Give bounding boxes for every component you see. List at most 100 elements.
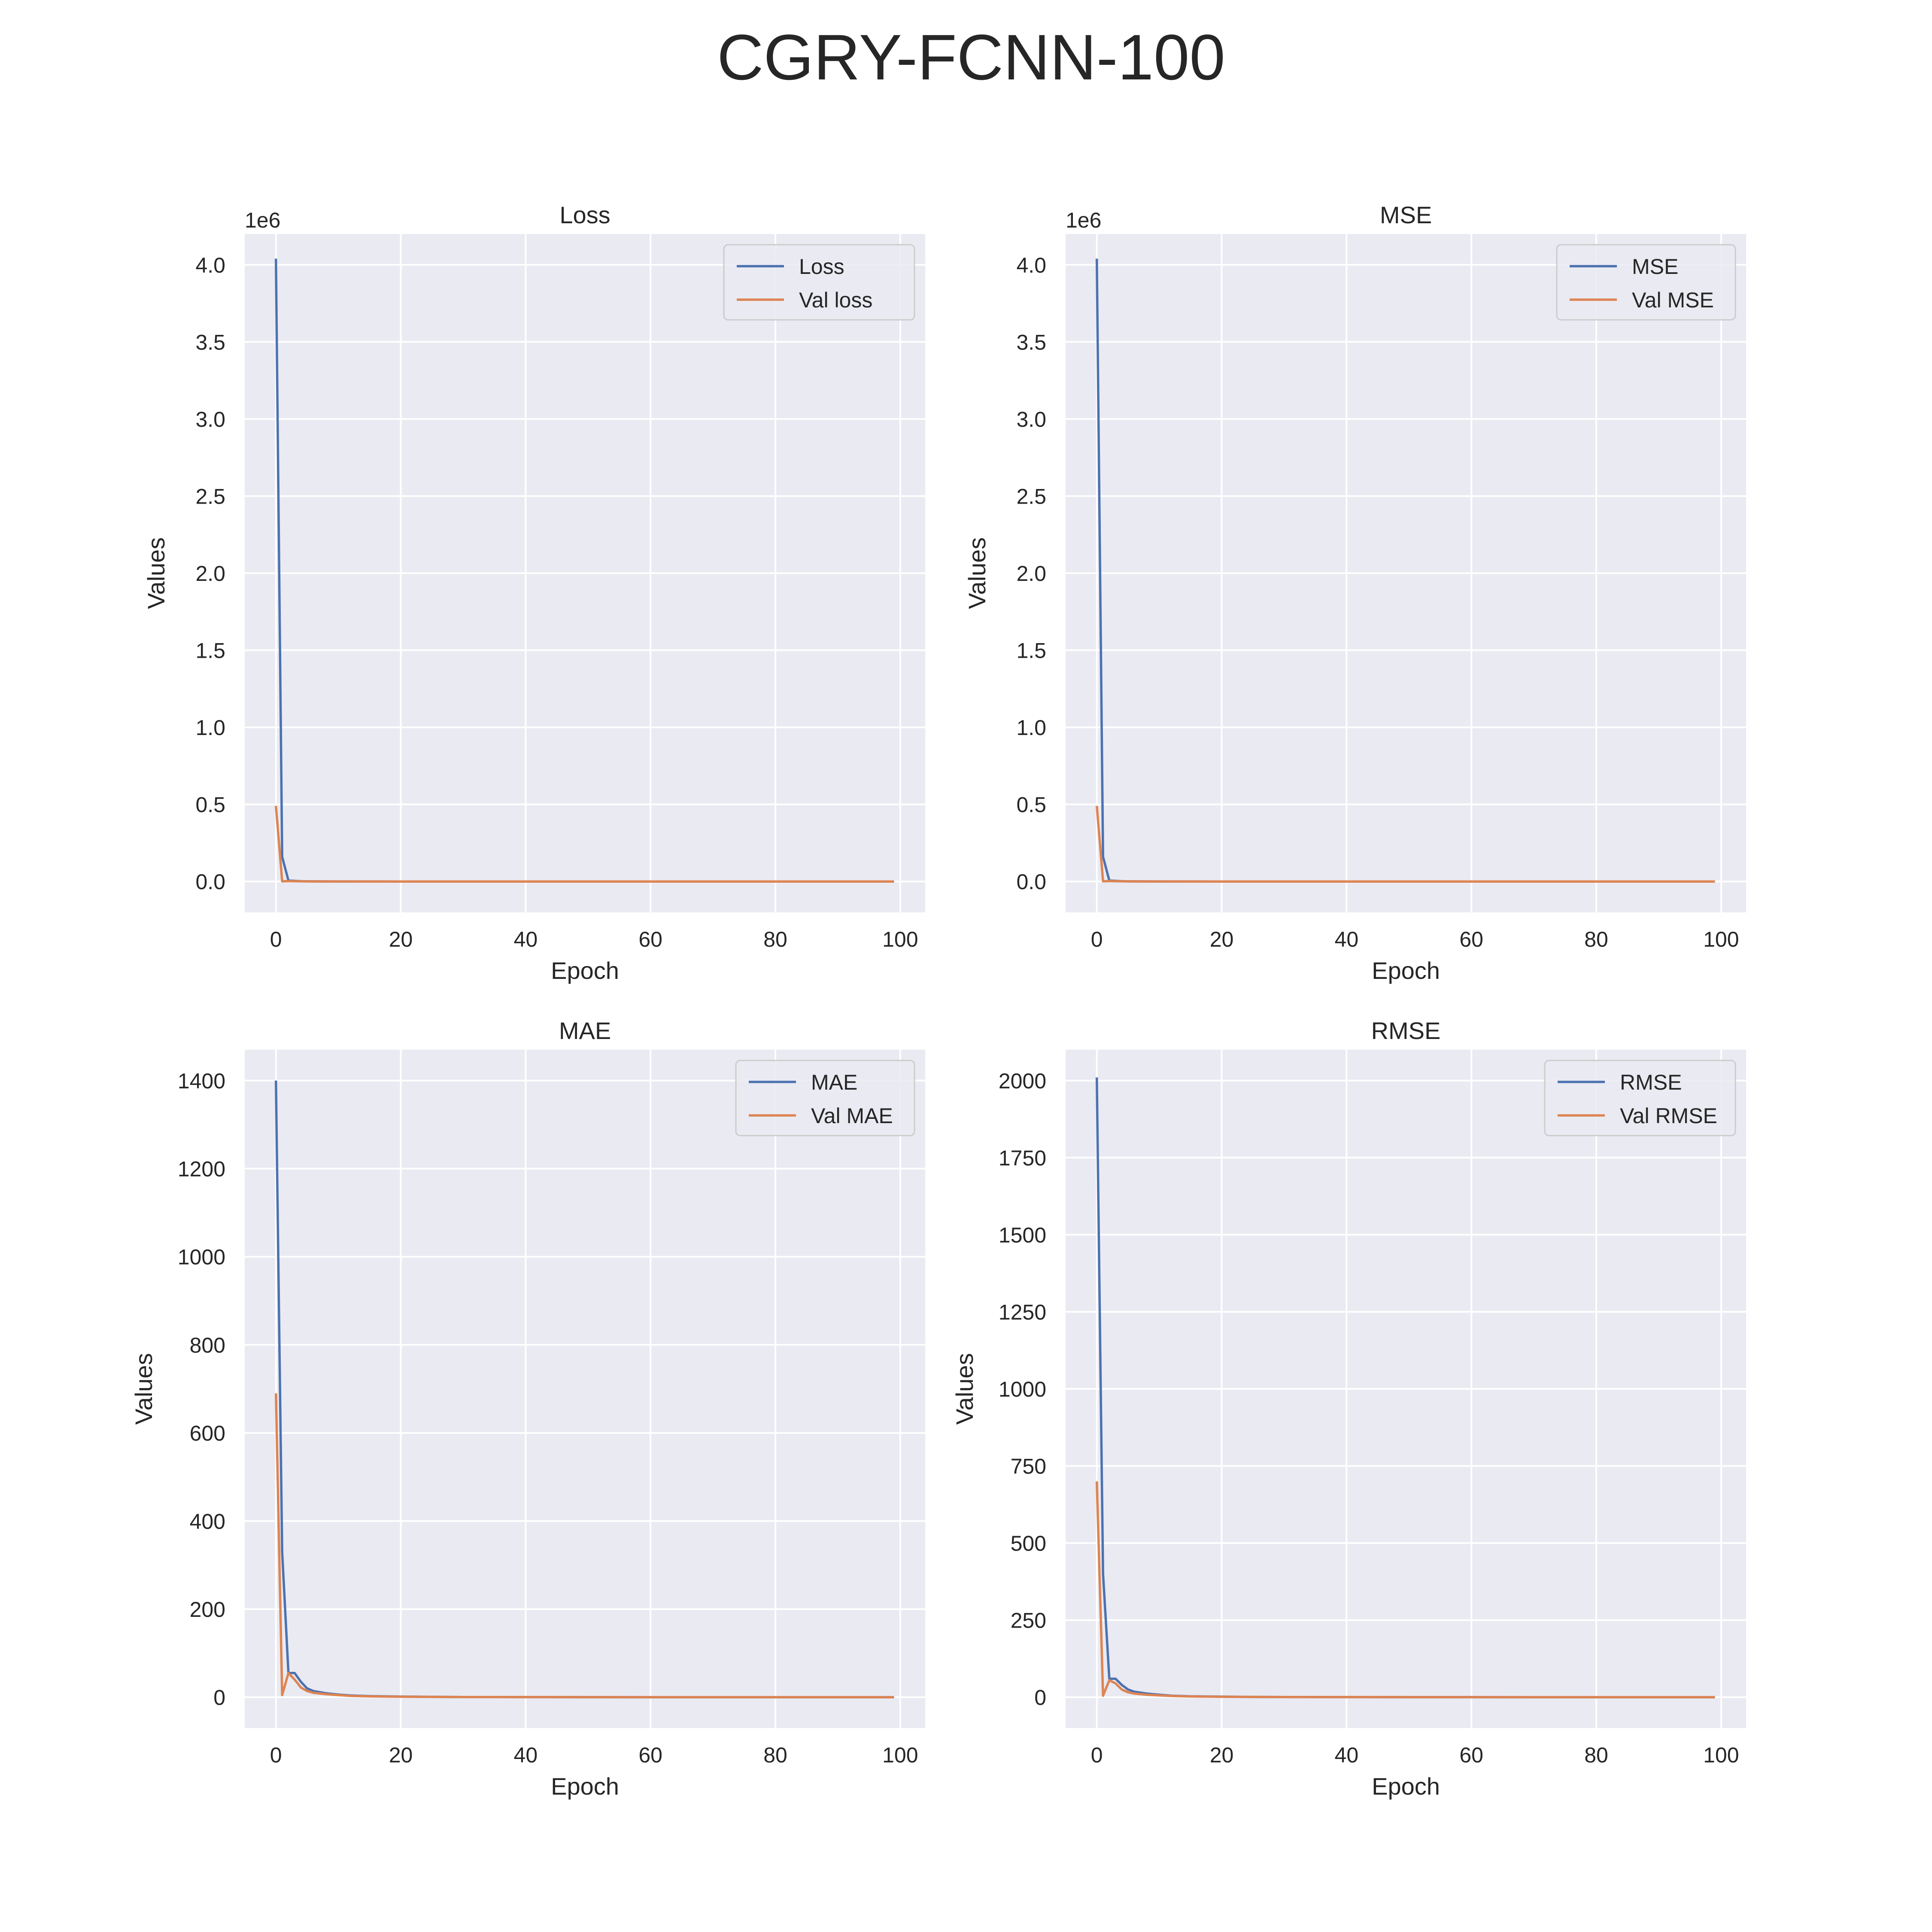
legend-label: MSE [1632,255,1678,279]
y-tick-label: 4.0 [1016,253,1046,277]
x-axis-label: Epoch [551,1773,619,1800]
y-tick-label: 3.0 [195,407,225,431]
legend-label: Val RMSE [1620,1104,1717,1128]
legend-label: Val MSE [1632,288,1714,312]
legend-label: Val loss [799,288,872,312]
legend: MAE Val MAE [735,1060,915,1136]
y-tick-label: 1500 [999,1223,1046,1247]
y-axis-label: Values [951,1353,978,1425]
x-tick-label: 20 [1210,927,1234,951]
y-tick-label: 400 [190,1510,225,1534]
y-tick-label: 250 [1011,1609,1046,1633]
plot-area [245,1050,925,1728]
legend: Loss Val loss [723,244,915,321]
x-axis-label: Epoch [551,957,619,984]
figure-title: CGRY-FCNN-100 [717,21,1225,93]
legend-label: Loss [799,255,844,279]
subplot-title: RMSE [1371,1017,1441,1044]
x-tick-label: 60 [638,1743,662,1767]
x-tick-label: 40 [514,1743,538,1767]
y-tick-label: 1750 [999,1146,1046,1170]
x-tick-label: 60 [1459,927,1483,951]
x-axis-label: Epoch [1372,1773,1440,1800]
subplot-title: Loss [559,201,610,228]
x-tick-label: 100 [1703,1743,1739,1767]
subplot-title: MAE [559,1017,611,1044]
subplot-grid: 0 20 40 60 80 100 0.0 0.5 1.0 1.5 2.0 2.5 3.0 3.5 4.0 1… [130,201,1746,1800]
subplot-loss: 0 20 40 60 80 100 0.0 0.5 1.0 1.5 2.0 2.5 3.0 3.5 4.0 1… [143,201,925,984]
y-offset-text: 1e6 [245,208,280,232]
y-tick-label: 800 [190,1333,225,1357]
x-tick-label: 60 [638,927,662,951]
y-tick-label: 0.5 [1016,793,1046,817]
y-tick-label: 1000 [178,1245,225,1269]
y-tick-label: 2.5 [1016,484,1046,508]
legend-label: MAE [811,1070,857,1094]
x-tick-label: 80 [763,927,787,951]
series-line-val-mse [1095,805,1715,883]
y-tick-label: 0.0 [1016,870,1046,894]
x-tick-label: 100 [1703,927,1739,951]
x-tick-label: 80 [1584,1743,1608,1767]
legend-label: Val MAE [811,1104,893,1128]
y-offset-text: 1e6 [1066,208,1101,232]
y-tick-label: 4.0 [195,253,225,277]
y-tick-label: 1250 [999,1300,1046,1324]
legend: RMSE Val RMSE [1544,1060,1736,1136]
y-tick-label: 2.0 [1016,562,1046,586]
y-tick-label: 2.5 [195,484,225,508]
x-tick-label: 80 [1584,927,1608,951]
x-tick-label: 20 [389,1743,413,1767]
series-line-val-mae [274,1393,894,1698]
y-tick-label: 3.5 [1016,330,1046,354]
legend-box [1556,244,1736,321]
x-tick-label: 0 [1091,1743,1103,1767]
x-tick-label: 80 [763,1743,787,1767]
x-tick-label: 100 [882,927,918,951]
subplot-title: MSE [1380,201,1432,228]
legend-label: RMSE [1620,1070,1682,1094]
y-tick-label: 1200 [178,1157,225,1181]
y-tick-label: 3.0 [1016,407,1046,431]
y-tick-label: 750 [1011,1455,1046,1479]
y-tick-label: 500 [1011,1531,1046,1555]
y-tick-label: 200 [190,1598,225,1622]
x-tick-label: 40 [1335,927,1359,951]
x-tick-label: 0 [270,927,282,951]
y-tick-label: 600 [190,1422,225,1446]
legend: MSE Val MSE [1556,244,1736,321]
x-tick-label: 0 [1091,927,1103,951]
y-tick-label: 0 [1034,1686,1046,1710]
y-axis-label: Values [963,537,990,609]
y-tick-label: 0.5 [195,793,225,817]
y-tick-label: 1.0 [195,716,225,740]
series-line-val-loss [274,805,894,883]
y-tick-label: 1400 [178,1069,225,1093]
y-axis-label: Values [130,1353,157,1425]
x-tick-label: 100 [882,1743,918,1767]
y-tick-label: 1.5 [195,639,225,663]
subplot-mse: 0 20 40 60 80 100 0.0 0.5 1.0 1.5 2.0 2.5 3.0 3.5 4.0 1… [963,201,1746,984]
x-tick-label: 0 [270,1743,282,1767]
x-tick-label: 20 [389,927,413,951]
x-axis-label: Epoch [1372,957,1440,984]
y-tick-label: 1000 [999,1377,1046,1401]
x-tick-label: 20 [1210,1743,1234,1767]
subplot-mae: 0 20 40 60 80 1000200400600800100012001400MAE… [130,1017,925,1800]
x-tick-label: 60 [1459,1743,1483,1767]
y-tick-label: 1.5 [1016,639,1046,663]
y-axis-label: Values [143,537,170,609]
y-tick-label: 1.0 [1016,716,1046,740]
y-tick-label: 3.5 [195,330,225,354]
legend-box [735,1060,915,1136]
series-line-val-rmse [1095,1481,1715,1698]
x-tick-label: 40 [514,927,538,951]
x-tick-label: 40 [1335,1743,1359,1767]
y-tick-label: 0 [213,1686,225,1710]
y-tick-label: 0.0 [195,870,225,894]
y-tick-label: 2.0 [195,562,225,586]
legend-box [1544,1060,1736,1136]
y-tick-label: 2000 [999,1069,1046,1093]
legend-box [723,244,915,321]
